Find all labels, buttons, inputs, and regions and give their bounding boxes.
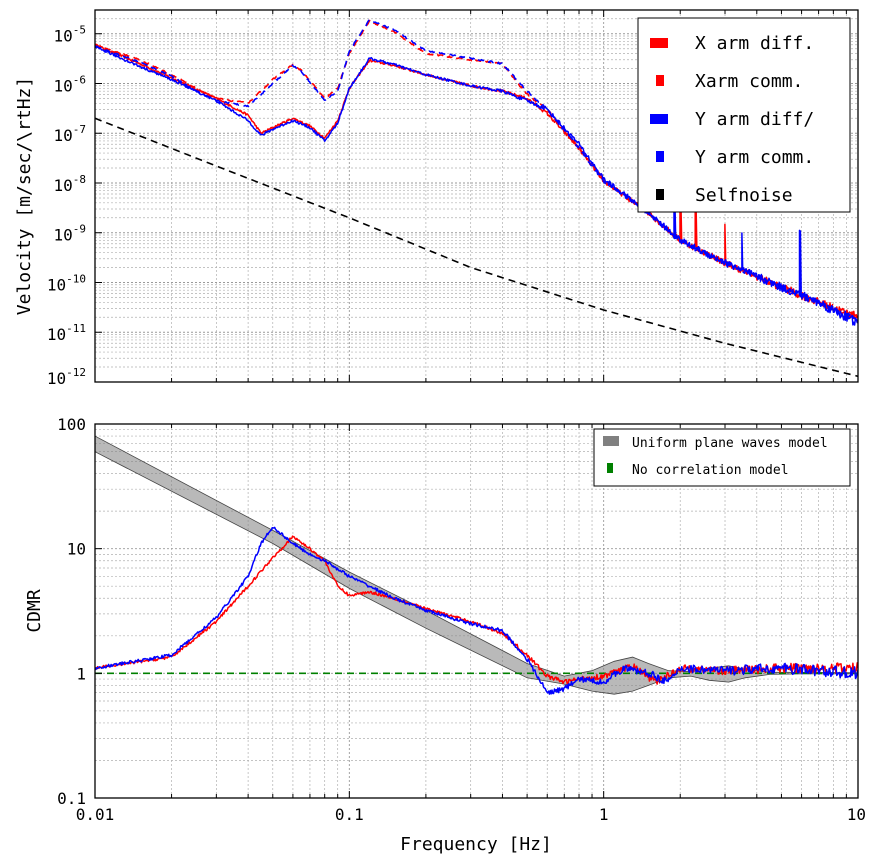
legend-box	[637, 17, 851, 213]
velocity-legend: X arm diff. Xarm comm. Y arm diff/Y arm co…	[637, 17, 851, 213]
y-tick-label: 10-5	[53, 24, 86, 46]
cdmr-series	[95, 435, 858, 695]
y-tick-label: 0.1	[57, 789, 86, 808]
legend-box	[593, 428, 851, 487]
velocity-y-axis-label: Velocity [m/sec/\rtHz]	[14, 77, 35, 315]
y-tick-label: 10-10	[47, 272, 86, 294]
x-tick-label: 0.1	[335, 805, 364, 824]
legend-swatch-selfnoise	[656, 189, 664, 200]
velocity-tick-labels: 10-5 10-6 10-7 10-8 10-9 10-10 10-11 10-12	[47, 24, 102, 388]
legend-label-selfnoise: Selfnoise	[695, 185, 793, 206]
legend-label-uniform-plane-waves-model: Uniform plane waves model	[632, 436, 828, 451]
y-tick-label: 10-11	[47, 322, 86, 344]
x-tick-label: 0.01	[76, 805, 115, 824]
velocity-spectrum-panel: 10-5 10-6 10-7 10-8 10-9 10-10 10-11 10-12 Velo…	[14, 9, 859, 388]
uniform-plane-waves-model-band	[95, 435, 858, 695]
legend-label-xarm-comm: Xarm comm.	[695, 71, 803, 92]
y-tick-label: 10-6	[53, 73, 86, 95]
velocity-grid	[94, 10, 858, 383]
cdmr-grid	[94, 424, 858, 799]
y-tick-label: 100	[57, 415, 86, 434]
legend-swatch-x-arm-diff	[650, 38, 668, 48]
series-line-y-arm	[95, 526, 858, 695]
legend-swatch-xarm-comm	[656, 75, 664, 86]
y-tick-label: 10-7	[53, 123, 86, 145]
legend-label-no-correlation-model: No correlation model	[632, 463, 789, 478]
legend-label-y-arm-comm: Y arm comm.	[695, 147, 814, 168]
velocity-series	[95, 18, 858, 378]
cdmr-y-axis-label: CDMR	[24, 589, 45, 633]
legend-label-x-arm-diff: X arm diff.	[695, 33, 814, 54]
legend-swatch-uniform-plane-waves-model	[603, 436, 619, 446]
legend-swatch-no-correlation-model	[607, 463, 613, 473]
y-tick-label: 10	[67, 540, 86, 559]
series-line-y-arm-diff	[95, 45, 858, 326]
y-tick-label: 10-8	[53, 173, 86, 195]
cdmr-legend: Uniform plane waves model No correlation …	[593, 428, 851, 487]
x-tick-label: 10	[847, 805, 866, 824]
frequency-x-axis-label: Frequency [Hz]	[400, 834, 552, 855]
legend-label-y-arm-diff: Y arm diff/	[695, 109, 814, 130]
y-tick-label: 1	[76, 664, 86, 683]
cdmr-plot-frame	[94, 423, 859, 799]
legend-swatch-y-arm-comm	[656, 151, 664, 162]
x-tick-label: 1	[599, 805, 609, 824]
y-tick-label: 10-12	[47, 366, 86, 388]
legend-swatch-y-arm-diff	[650, 114, 668, 124]
velocity-plot-frame	[94, 9, 859, 383]
y-tick-label: 10-9	[53, 223, 86, 245]
